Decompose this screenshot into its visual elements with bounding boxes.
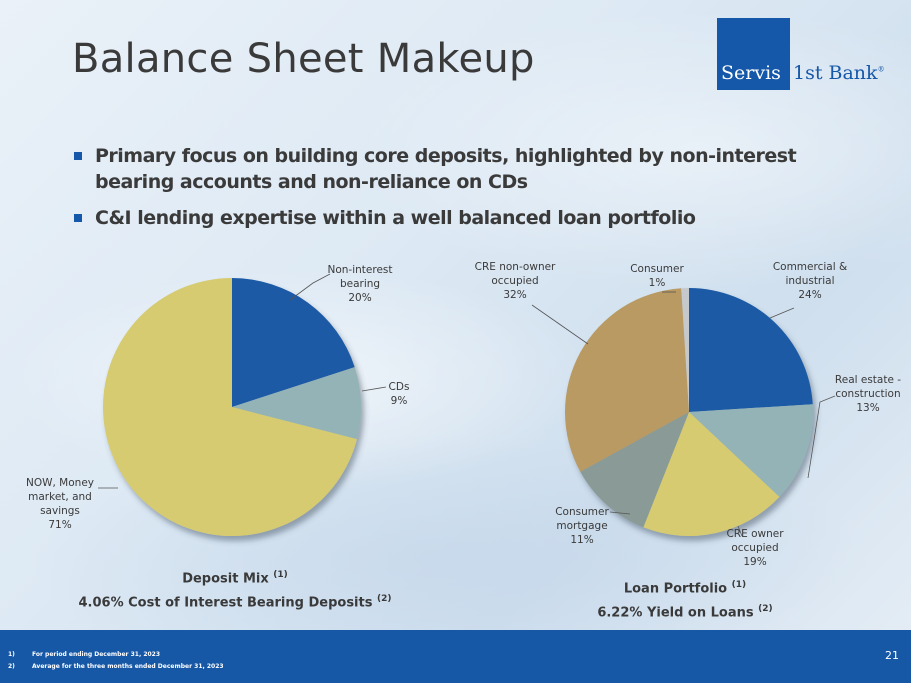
loan-slice-label-line: construction — [835, 388, 900, 400]
loan-slice-label-4: CRE non-owner occupied 32% — [475, 261, 556, 301]
loan-leader-line-4 — [531, 304, 589, 345]
loan-leader-line-3 — [609, 511, 631, 515]
deposit-caption-title: Deposit Mix (1) — [60, 565, 410, 589]
loan-slice-label-line: occupied — [731, 542, 778, 554]
deposit-slice-label-line: market, and — [28, 491, 92, 503]
loan-slice-2 — [643, 412, 780, 536]
charts-canvas: Non-interest bearing 20% CDs 9% NOW, Money mar… — [26, 261, 902, 568]
loan-slice-5 — [681, 288, 689, 412]
deposit-slice-0 — [232, 278, 355, 407]
deposit-slice-label-line: Non-interest — [327, 264, 392, 276]
loan-slice-label-line: 19% — [743, 556, 766, 568]
loan-slice-label-2: CRE owner occupied 19% — [726, 528, 784, 568]
bullet-item: C&I lending expertise within a well bala… — [74, 205, 834, 231]
logo-box — [717, 18, 790, 90]
deposit-slice-1 — [232, 367, 361, 440]
bullet-text: C&I lending expertise within a well bala… — [95, 207, 696, 229]
deposit-leader-line-0 — [289, 273, 331, 301]
loan-slice-3 — [580, 412, 689, 528]
loan-slice-label-line: 11% — [570, 534, 593, 546]
loan-title-text: Loan Portfolio — [623, 581, 728, 597]
loan-slice-label-1: Real estate - construction 13% — [835, 374, 901, 414]
deposit-slice-label-line: bearing — [340, 278, 380, 290]
loan-slice-0 — [689, 288, 813, 412]
loan-portfolio-pie: Commercial & industrial 24% Real estate - co… — [475, 261, 902, 568]
deposit-leader-line-1 — [361, 386, 387, 392]
page-title: Balance Sheet Makeup — [72, 36, 535, 82]
loan-slice-label-line: Real estate - — [835, 374, 901, 386]
deposit-subtitle-text: 4.06% Cost of Interest Bearing Deposits — [78, 595, 373, 611]
loan-slice-4 — [565, 288, 689, 472]
loan-slice-label-0: Commercial & industrial 24% — [773, 261, 847, 301]
footnote-text: For period ending December 31, 2023 — [32, 651, 161, 658]
footnotes: 1) For period ending December 31, 2023 2)… — [8, 649, 224, 673]
loan-slice-label-line: 13% — [856, 402, 879, 414]
deposit-title-text: Deposit Mix — [182, 571, 269, 587]
loan-subtitle-text: 6.22% Yield on Loans — [597, 605, 754, 621]
loan-slice-label-line: Commercial & — [773, 261, 847, 273]
deposit-caption: Deposit Mix (1) 4.06% Cost of Interest B… — [60, 565, 410, 614]
bullet-square-icon — [74, 152, 82, 160]
footnote: 2) Average for the three months ended Dec… — [8, 661, 224, 673]
loan-slice-label-5: Consumer 1% — [630, 263, 684, 289]
deposit-slice-label-line: CDs — [389, 381, 410, 393]
deposit-mix-pie: Non-interest bearing 20% CDs 9% NOW, Money mar… — [26, 264, 410, 537]
loan-slices — [565, 288, 813, 536]
footnote-number: 1) — [8, 651, 15, 658]
page-number: 21 — [885, 649, 899, 662]
footnote-text: Average for the three months ended Decem… — [32, 663, 224, 670]
loan-subtitle-note: (2) — [758, 604, 773, 615]
footnote: 1) For period ending December 31, 2023 — [8, 649, 224, 661]
loan-slice-label-line: 1% — [649, 277, 666, 289]
bullet-square-icon — [74, 214, 82, 222]
deposit-slice-label-line: savings — [40, 505, 80, 517]
bullet-text: Primary focus on building core deposits,… — [95, 145, 797, 193]
loan-caption: Loan Portfolio (1) 6.22% Yield on Loans … — [560, 575, 810, 624]
deposit-subtitle-note: (2) — [377, 594, 392, 605]
loan-caption-title: Loan Portfolio (1) — [560, 575, 810, 599]
loan-leader-line-2 — [737, 525, 743, 537]
loan-slice-label-line: 32% — [503, 289, 526, 301]
logo-word-bank-text: 1st Bank — [793, 62, 878, 84]
loan-slice-label-line: mortgage — [556, 520, 607, 532]
footnote-number: 2) — [8, 663, 15, 670]
footer-bar: 1) For period ending December 31, 2023 2)… — [0, 630, 911, 683]
logo-word-bank: 1st Bank® — [793, 62, 885, 84]
bank-logo: Servis 1st Bank® — [717, 18, 892, 90]
loan-slice-label-3: Consumer mortgage 11% — [555, 506, 609, 546]
bullet-item: Primary focus on building core deposits,… — [74, 143, 834, 195]
bullet-list: Primary focus on building core deposits,… — [74, 143, 834, 241]
loan-slice-label-line: Consumer — [555, 506, 609, 518]
loan-leader-line-1 — [807, 395, 836, 479]
loan-slice-label-line: CRE owner — [726, 528, 784, 540]
logo-registered-mark: ® — [877, 65, 885, 74]
loan-slice-1 — [689, 404, 813, 497]
deposit-slice-label-line: 20% — [348, 292, 371, 304]
deposit-slice-label-1: CDs 9% — [389, 381, 410, 407]
loan-slice-label-line: 24% — [798, 289, 821, 301]
loan-caption-subtitle: 6.22% Yield on Loans (2) — [560, 599, 810, 623]
deposit-slice-label-line: NOW, Money — [26, 477, 94, 489]
deposit-caption-subtitle: 4.06% Cost of Interest Bearing Deposits … — [60, 589, 410, 613]
loan-slice-label-line: occupied — [491, 275, 538, 287]
loan-title-note: (1) — [731, 580, 747, 590]
deposit-slice-label-line: 71% — [48, 519, 71, 531]
loan-leader-line-0 — [769, 307, 795, 319]
deposit-title-note: (1) — [273, 570, 288, 580]
deposit-slice-label-0: Non-interest bearing 20% — [327, 264, 392, 304]
loan-slice-label-line: CRE non-owner — [475, 261, 556, 273]
deposit-slice-2 — [102, 278, 357, 537]
deposit-slice-label-line: 9% — [391, 395, 408, 407]
loan-slice-label-line: Consumer — [630, 263, 684, 275]
deposit-slice-label-2: NOW, Money market, and savings 71% — [26, 477, 94, 531]
deposit-slices — [102, 278, 361, 537]
loan-slice-label-line: industrial — [785, 275, 834, 287]
logo-word-servis: Servis — [721, 62, 781, 84]
